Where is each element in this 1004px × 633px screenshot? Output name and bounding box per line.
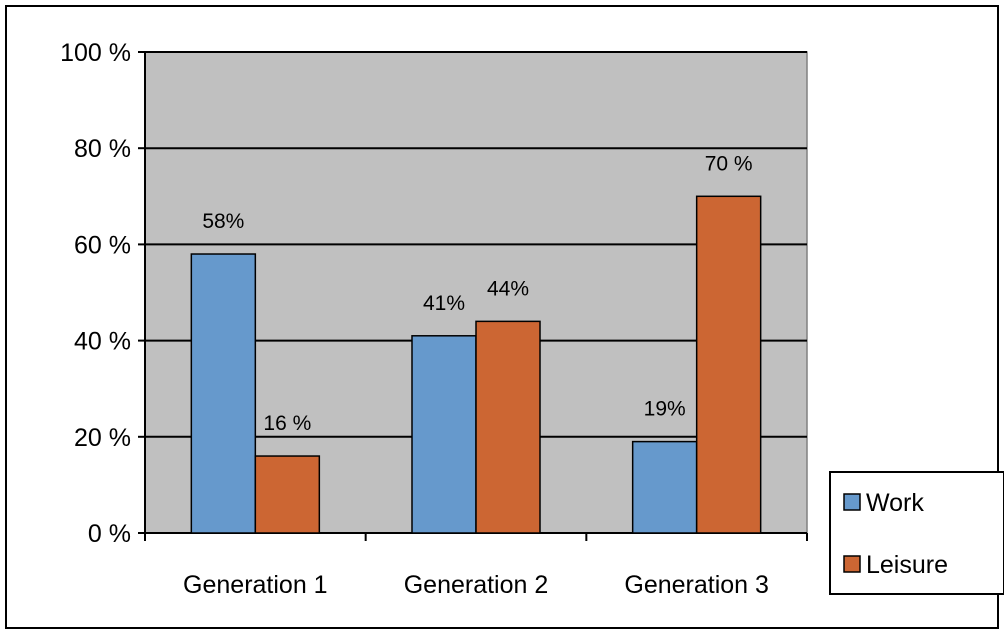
y-tick-label: 80 % — [74, 135, 131, 163]
bar-work — [190, 253, 257, 534]
x-tick-label: Generation 2 — [404, 571, 549, 599]
data-label: 70 % — [705, 152, 753, 175]
bar-work — [631, 440, 698, 534]
legend — [829, 471, 1004, 595]
legend-label-leisure: Leisure — [866, 551, 948, 579]
data-label: 58% — [202, 210, 244, 233]
y-tick-label: 40 % — [74, 328, 131, 356]
data-label: 16 % — [263, 412, 311, 435]
legend-swatch-work — [843, 493, 861, 511]
x-tick-label: Generation 1 — [183, 571, 328, 599]
bar-leisure — [254, 455, 321, 534]
data-label: 19% — [644, 398, 686, 421]
legend-swatch-leisure — [843, 555, 861, 573]
data-label: 41% — [423, 292, 465, 315]
bar-work — [411, 335, 477, 534]
y-tick-label: 20 % — [74, 424, 131, 452]
x-tick-label: Generation 3 — [624, 571, 769, 599]
y-tick-label: 60 % — [74, 231, 131, 259]
data-label: 44% — [487, 277, 529, 300]
y-tick-label: 100 % — [60, 39, 131, 67]
bar-leisure — [475, 320, 541, 534]
y-tick-label: 0 % — [88, 520, 131, 548]
legend-label-work: Work — [866, 489, 924, 517]
bar-leisure — [695, 195, 762, 534]
